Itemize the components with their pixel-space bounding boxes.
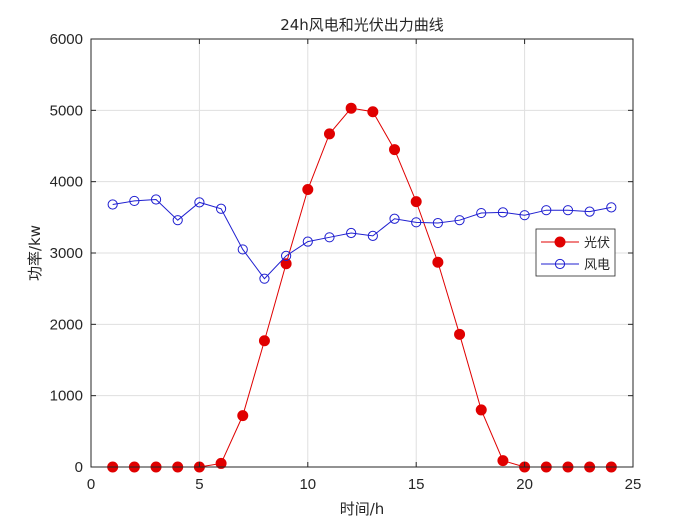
legend-box <box>535 228 616 277</box>
x-tick-label: 15 <box>408 476 425 493</box>
data-point <box>541 205 552 216</box>
legend-label: 风电 <box>584 258 610 273</box>
y-tick-label: 0 <box>75 459 83 476</box>
data-point <box>258 335 270 347</box>
data-point <box>302 236 313 247</box>
series-wind <box>107 194 617 284</box>
y-tick-label: 4000 <box>50 174 83 191</box>
y-tick-label: 5000 <box>50 102 83 119</box>
data-point <box>411 217 422 228</box>
data-point <box>259 273 270 284</box>
data-point <box>107 199 118 210</box>
data-point <box>150 194 162 205</box>
data-point <box>346 227 357 239</box>
x-axis-label: 时间/h <box>340 500 385 518</box>
data-point <box>606 202 617 213</box>
data-point <box>345 102 357 114</box>
data-point <box>237 244 248 255</box>
legend-entry: 光伏 <box>541 236 610 251</box>
data-point <box>280 258 292 270</box>
data-point <box>389 213 400 224</box>
data-point <box>237 410 249 422</box>
data-point <box>215 457 227 469</box>
data-point <box>432 217 443 229</box>
data-point <box>302 184 314 196</box>
data-point <box>454 328 466 340</box>
data-point <box>324 232 335 243</box>
data-point <box>410 196 422 208</box>
data-point <box>215 203 227 214</box>
data-point <box>367 230 378 241</box>
x-tick-label: 25 <box>625 476 642 493</box>
data-point <box>281 250 292 261</box>
data-point <box>476 207 487 219</box>
data-point <box>172 215 183 226</box>
x-tick-label: 10 <box>299 476 316 493</box>
data-point <box>519 210 530 221</box>
series-layer <box>107 102 617 473</box>
data-point <box>562 205 574 216</box>
data-point <box>129 195 140 207</box>
data-point <box>432 256 444 268</box>
data-point <box>323 128 335 140</box>
legend-marker <box>554 258 566 270</box>
legend-marker <box>554 236 566 248</box>
x-tick-label: 0 <box>87 476 95 493</box>
data-point <box>584 206 595 217</box>
x-tick-label: 5 <box>195 476 203 493</box>
x-tick-label: 20 <box>516 476 533 493</box>
data-point <box>367 106 379 118</box>
y-tick-label: 3000 <box>50 245 83 262</box>
data-point <box>475 404 487 416</box>
y-tick-label: 6000 <box>50 31 83 48</box>
data-point <box>497 455 509 467</box>
y-tick-label: 1000 <box>50 388 83 405</box>
legend-entry: 风电 <box>541 258 610 273</box>
y-tick-label: 2000 <box>50 316 83 333</box>
data-point <box>497 207 509 218</box>
data-point <box>454 215 465 226</box>
data-point <box>389 144 401 156</box>
y-axis-label: 功率/kw <box>26 225 44 281</box>
series-pv <box>107 102 617 473</box>
legend-label: 光伏 <box>584 236 610 251</box>
axis-ticks: 0 5 10 15 20 25 0 1000 2000 3000 4000 5000 6000 <box>50 31 642 493</box>
data-point <box>194 197 205 208</box>
chart-title: 24h风电和光伏出力曲线 <box>280 16 444 34</box>
